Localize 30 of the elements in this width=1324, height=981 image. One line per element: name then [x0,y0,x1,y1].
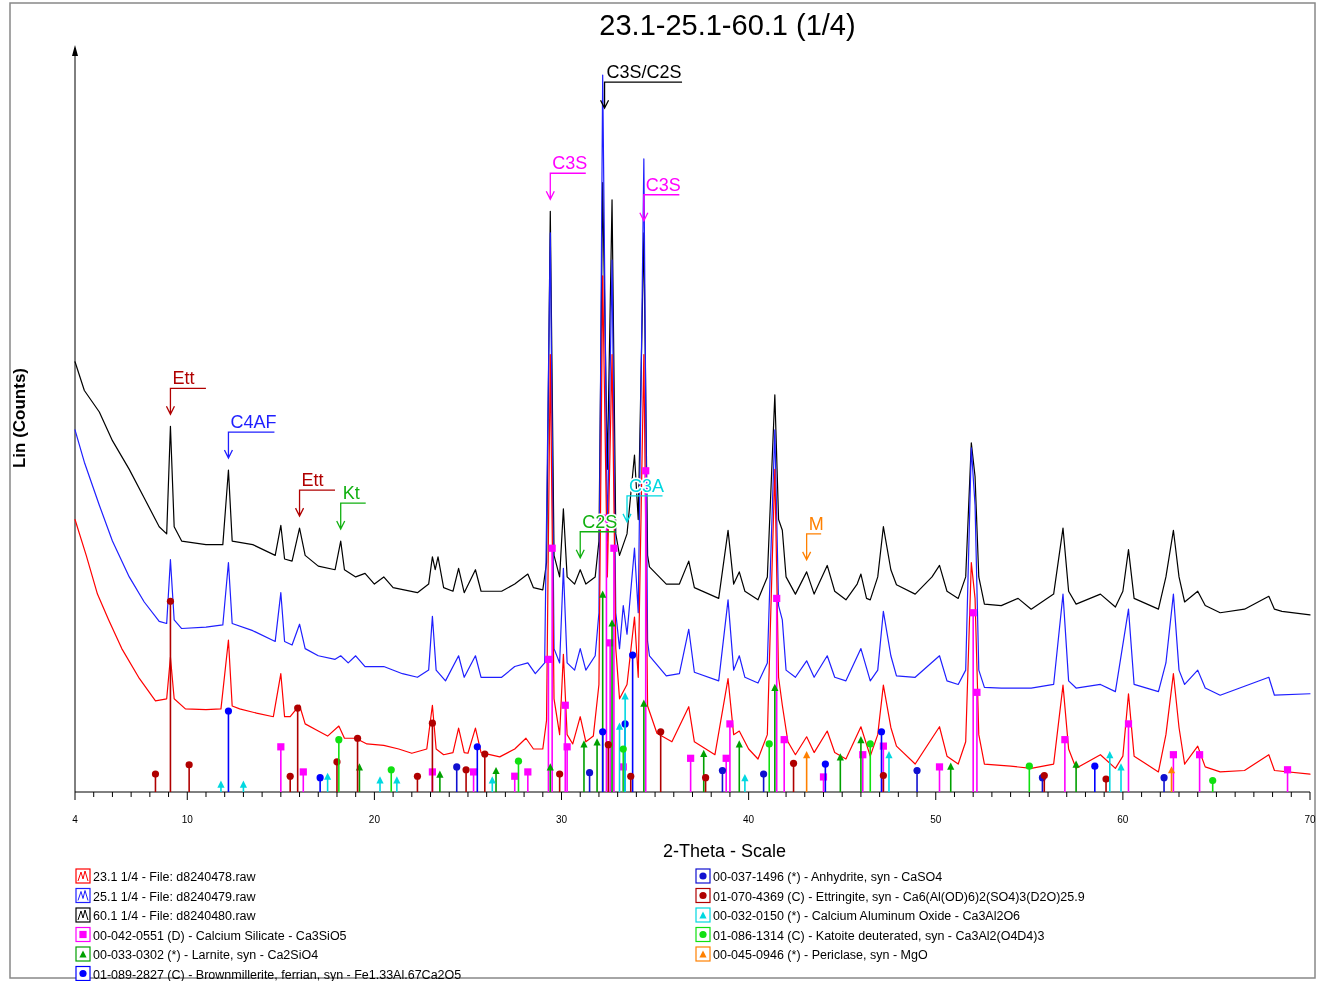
x-tick-label: 4 [72,814,79,825]
annotation: M [808,513,824,534]
annotation: C3S/C2S [606,62,682,83]
legend-label: 01-086-1314 (C) - Katoite deuterated, syn - Ca3Al2(O4D4)3 [713,928,1045,943]
annotation: Ett [172,368,195,389]
x-tick-label: 70 [1304,814,1316,825]
annotation: Ett [301,470,324,491]
legend-label: 60.1 1/4 - File: d8240480.raw [93,909,257,923]
chart-title: 23.1-25.1-60.1 (1/4) [599,9,856,41]
legend-label: 23.1 1/4 - File: d8240478.raw [93,870,257,884]
x-tick-label: 20 [368,814,381,825]
x-tick-label: 50 [930,814,942,825]
annotation: C3S [552,153,588,174]
x-tick-label: 30 [555,814,568,825]
annotation: C3S [645,174,681,195]
x-tick-label: 10 [181,814,194,825]
x-tick-label: 60 [1117,814,1129,825]
legend-label: 01-089-2827 (C) - Brownmillerite, ferrian, syn - Fe1.33Al.67Ca2O5 [93,967,462,981]
legend-label: 00-032-0150 (*) - Calcium Aluminum Oxide - Ca3Al2O6 [713,909,1021,923]
legend-label: 00-037-1496 (*) - Anhydrite, syn - CaSO4 [713,870,943,884]
legend-label: 00-042-0551 (D) - Calcium Silicate - Ca3SiO5 [93,928,347,943]
legend-label: 01-070-4369 (C) - Ettringite, syn - Ca6(Al(OD)6)2(SO4)3(D2O)25.9 [713,889,1085,904]
legend-label: 00-045-0946 (*) - Periclase, syn - MgO [713,948,928,962]
legend-label: 25.1 1/4 - File: d8240479.raw [93,889,257,904]
annotation: Kt [342,483,360,504]
x-tick-label: 40 [743,814,755,825]
legend-label: 00-033-0302 (*) - Larnite, syn - Ca2SiO4 [93,948,319,962]
annotation: C4AF [230,412,277,433]
y-axis-title: Lin (Counts) [10,367,29,469]
x-axis-title: 2-Theta - Scale [662,841,787,861]
